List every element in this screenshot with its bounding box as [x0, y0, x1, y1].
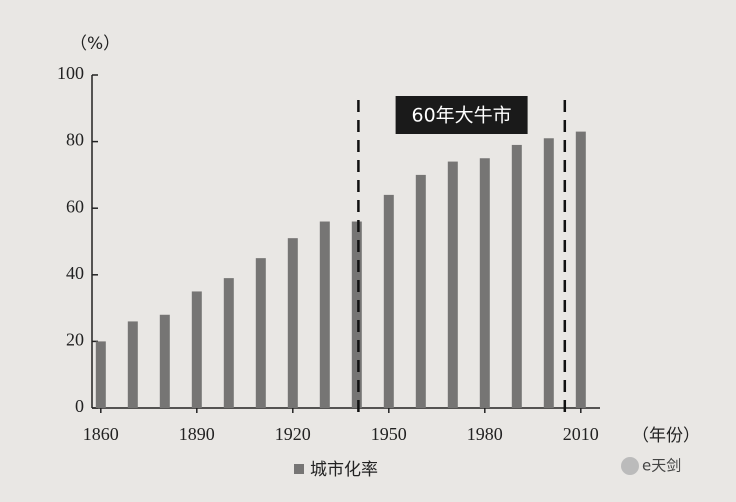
bar [543, 138, 554, 408]
legend-swatch [294, 464, 304, 474]
watermark-icon [621, 457, 639, 475]
x-tick-label: 1920 [275, 424, 311, 444]
bar [479, 158, 490, 408]
x-unit: （年份） [632, 426, 700, 446]
bar [127, 321, 138, 408]
bar [191, 291, 202, 408]
x-tick-label: 1950 [371, 424, 407, 444]
x-tick-label: 2010 [563, 424, 599, 444]
bar [223, 278, 234, 408]
bar [447, 161, 458, 408]
y-tick-label: 100 [57, 63, 84, 83]
x-tick-label: 1980 [467, 424, 503, 444]
bar [351, 221, 362, 408]
annotation: 60年大牛市 [412, 105, 512, 127]
watermark: e天剑 [642, 457, 681, 475]
x-tick-label: 1890 [179, 424, 215, 444]
y-tick-label: 0 [75, 396, 84, 416]
legend-label: 城市化率 [310, 460, 378, 480]
y-tick-label: 40 [66, 263, 84, 283]
bar [511, 144, 522, 408]
bar [159, 314, 170, 408]
bar [319, 221, 330, 408]
bar [95, 341, 106, 408]
bar [287, 238, 298, 408]
bar [255, 258, 266, 408]
y-tick-label: 20 [66, 330, 84, 350]
y-unit: （%） [70, 34, 120, 54]
bar [383, 194, 394, 408]
bar [415, 174, 426, 408]
annotation-box [395, 96, 528, 134]
bar [575, 131, 586, 409]
x-tick-label: 1860 [83, 424, 119, 444]
y-tick-label: 80 [66, 130, 84, 150]
y-tick-label: 60 [66, 196, 84, 216]
